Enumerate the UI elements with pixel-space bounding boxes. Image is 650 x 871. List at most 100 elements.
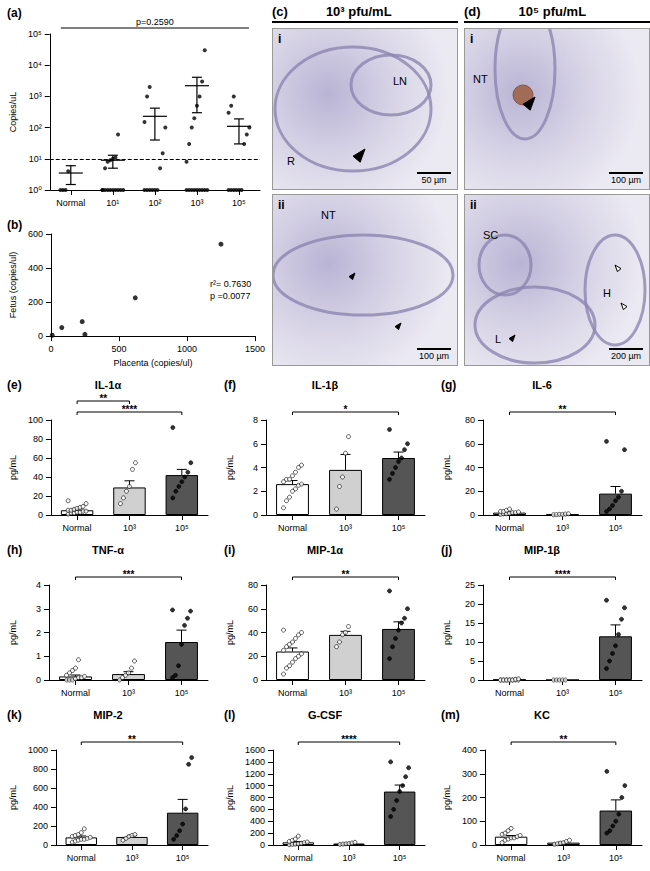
- svg-text:4: 4: [253, 463, 258, 473]
- svg-text:400: 400: [250, 816, 265, 826]
- svg-text:2: 2: [36, 628, 41, 638]
- svg-text:800: 800: [33, 764, 48, 774]
- svg-text:p=0.2590: p=0.2590: [136, 17, 174, 27]
- svg-text:Normal: Normal: [495, 523, 524, 533]
- svg-text:(a): (a): [7, 6, 22, 20]
- svg-text:1400: 1400: [245, 757, 265, 767]
- svg-text:300: 300: [462, 769, 477, 779]
- svg-text:80: 80: [33, 434, 43, 444]
- svg-text:0: 0: [38, 331, 43, 341]
- svg-text:100: 100: [462, 816, 477, 826]
- svg-text:20: 20: [33, 491, 43, 501]
- svg-text:(e): (e): [7, 378, 22, 392]
- svg-text:80: 80: [465, 415, 475, 425]
- svg-text:600: 600: [250, 804, 265, 814]
- svg-text:40: 40: [248, 628, 258, 638]
- svg-text:KC: KC: [534, 709, 550, 721]
- svg-text:0: 0: [470, 510, 475, 520]
- svg-text:10³: 10³: [556, 688, 569, 698]
- svg-text:0: 0: [36, 675, 41, 685]
- svg-text:(h): (h): [7, 543, 22, 557]
- svg-text:Normal: Normal: [495, 688, 524, 698]
- svg-text:10⁵: 10⁵: [176, 853, 190, 863]
- svg-text:IL-6: IL-6: [532, 379, 552, 391]
- svg-text:40: 40: [33, 472, 43, 482]
- svg-text:**: **: [560, 734, 568, 745]
- svg-text:100: 100: [28, 415, 43, 425]
- svg-text:(j): (j): [441, 543, 452, 557]
- svg-text:0: 0: [253, 510, 258, 520]
- svg-text:0: 0: [38, 510, 43, 520]
- svg-text:10⁵: 10⁵: [393, 853, 407, 863]
- svg-text:1500: 1500: [245, 344, 265, 354]
- svg-text:Normal: Normal: [278, 688, 307, 698]
- svg-text:10³: 10³: [125, 853, 138, 863]
- svg-text:10¹: 10¹: [106, 198, 119, 208]
- svg-text:TNF-α: TNF-α: [92, 544, 124, 556]
- svg-text:(m): (m): [441, 708, 460, 722]
- svg-text:Fetus (copies/ul): Fetus (copies/ul): [8, 252, 18, 319]
- svg-text:10²: 10²: [29, 123, 42, 133]
- svg-text:1200: 1200: [245, 769, 265, 779]
- svg-text:Normal: Normal: [63, 523, 92, 533]
- svg-text:****: ****: [555, 569, 571, 580]
- svg-text:0: 0: [43, 840, 48, 850]
- svg-text:*: *: [344, 404, 348, 415]
- svg-text:8: 8: [253, 415, 258, 425]
- svg-text:pg/mL: pg/mL: [225, 620, 235, 645]
- svg-text:pg/mL: pg/mL: [8, 620, 18, 645]
- svg-text:**: **: [342, 569, 350, 580]
- svg-text:10⁵: 10⁵: [609, 523, 623, 533]
- svg-text:25: 25: [465, 580, 475, 590]
- svg-text:pg/mL: pg/mL: [8, 455, 18, 480]
- svg-text:60: 60: [248, 604, 258, 614]
- svg-text:10⁵: 10⁵: [28, 29, 42, 39]
- svg-text:10⁵: 10⁵: [609, 853, 623, 863]
- svg-text:1000: 1000: [245, 781, 265, 791]
- svg-text:10³: 10³: [556, 523, 569, 533]
- svg-text:400: 400: [33, 802, 48, 812]
- svg-text:800: 800: [250, 793, 265, 803]
- svg-text:5: 5: [470, 656, 475, 666]
- svg-text:10⁵: 10⁵: [175, 688, 189, 698]
- svg-text:0: 0: [48, 344, 53, 354]
- svg-text:40: 40: [465, 463, 475, 473]
- svg-text:Normal: Normal: [497, 853, 526, 863]
- svg-text:10³: 10³: [122, 688, 135, 698]
- svg-text:0: 0: [472, 840, 477, 850]
- svg-text:600: 600: [28, 229, 43, 239]
- svg-text:10²: 10²: [148, 198, 161, 208]
- svg-text:10⁵: 10⁵: [175, 523, 189, 533]
- svg-text:500: 500: [111, 344, 126, 354]
- svg-text:Normal: Normal: [284, 853, 313, 863]
- svg-text:3: 3: [36, 604, 41, 614]
- svg-text:Normal: Normal: [67, 853, 96, 863]
- svg-text:10⁵: 10⁵: [232, 198, 246, 208]
- svg-text:(g): (g): [441, 378, 456, 392]
- svg-text:10³: 10³: [190, 198, 203, 208]
- svg-text:IL-1β: IL-1β: [312, 379, 339, 391]
- svg-text:20: 20: [248, 651, 258, 661]
- svg-text:(k): (k): [7, 708, 22, 722]
- svg-text:p =0.0077: p =0.0077: [210, 291, 250, 301]
- svg-text:0: 0: [253, 675, 258, 685]
- svg-text:10¹: 10¹: [29, 154, 42, 164]
- svg-text:10⁵: 10⁵: [392, 688, 406, 698]
- svg-text:0: 0: [260, 840, 265, 850]
- svg-text:10: 10: [465, 637, 475, 647]
- svg-text:Normal: Normal: [61, 688, 90, 698]
- svg-text:200: 200: [462, 793, 477, 803]
- svg-text:pg/mL: pg/mL: [442, 455, 452, 480]
- svg-text:pg/mL: pg/mL: [442, 620, 452, 645]
- svg-text:Copies/uL: Copies/uL: [8, 92, 18, 133]
- svg-text:****: ****: [341, 734, 357, 745]
- svg-text:60: 60: [33, 453, 43, 463]
- svg-text:pg/mL: pg/mL: [225, 785, 235, 810]
- svg-text:MIP-2: MIP-2: [93, 709, 122, 721]
- svg-text:400: 400: [28, 263, 43, 273]
- svg-text:MIP-1β: MIP-1β: [524, 544, 560, 556]
- svg-text:**: **: [559, 404, 567, 415]
- svg-text:200: 200: [33, 821, 48, 831]
- svg-text:(b): (b): [7, 218, 22, 232]
- svg-text:20: 20: [465, 599, 475, 609]
